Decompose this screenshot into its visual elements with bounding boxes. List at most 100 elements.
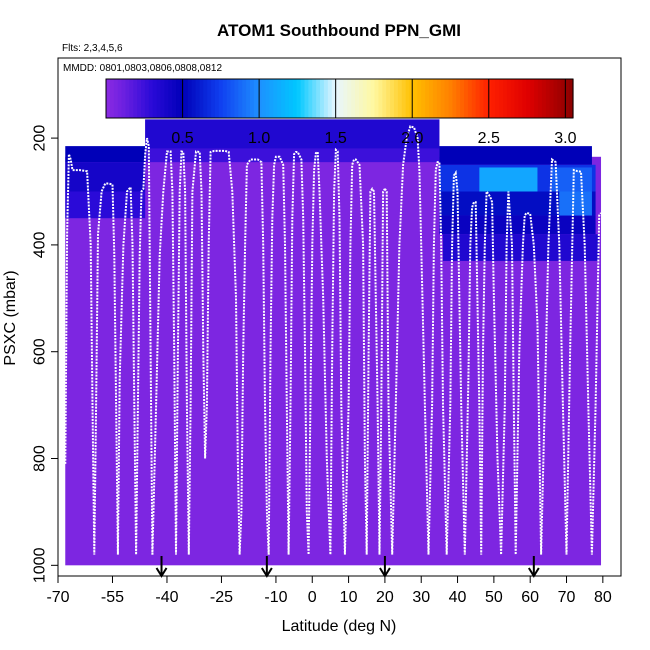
heatmap-cell (559, 191, 592, 216)
colorbar-swatch (366, 79, 372, 118)
heatmap-cell (439, 146, 592, 165)
x-tick-label: -55 (101, 589, 124, 606)
x-tick-label: -25 (210, 589, 233, 606)
colorbar-swatch (172, 79, 177, 118)
colorbar-swatch (386, 79, 391, 118)
x-tick-label: 40 (449, 589, 467, 606)
colorbar-swatch (141, 79, 146, 118)
colorbar-swatch (518, 79, 524, 118)
heatmap-cell (551, 167, 592, 192)
colorbar-swatch (561, 79, 566, 118)
x-tick-label: 70 (558, 589, 576, 606)
colorbar-swatch (207, 79, 212, 118)
colorbar-swatch (530, 79, 535, 118)
colorbar-swatch (467, 79, 473, 118)
colorbar-swatch (211, 79, 216, 118)
heatmap-cell (479, 167, 538, 195)
colorbar-swatch (522, 79, 527, 118)
colorbar-swatch (238, 79, 243, 118)
colorbar-tick-label: 0.5 (171, 130, 193, 147)
colorbar-swatch (117, 79, 123, 118)
colorbar-swatch (273, 79, 278, 118)
colorbar-swatch (300, 79, 306, 118)
heatmap-cell (439, 215, 596, 235)
colorbar-swatch (156, 79, 162, 118)
colorbar-swatch (565, 79, 570, 118)
colorbar-swatch (121, 79, 127, 118)
colorbar-swatch (440, 79, 446, 118)
colorbar-swatch (285, 79, 290, 118)
colorbar-swatch (378, 79, 383, 118)
colorbar: 0.5 1.0 1.5 2.0 2.5 3.0 (105, 78, 577, 147)
colorbar-swatch (320, 79, 325, 118)
colorbar-swatch (339, 79, 344, 118)
colorbar-swatch (308, 79, 313, 118)
colorbar-swatch (526, 79, 531, 118)
colorbar-swatch (133, 79, 138, 118)
colorbar-swatch (187, 79, 193, 118)
colorbar-swatch (281, 79, 286, 118)
colorbar-swatch (479, 79, 485, 118)
colorbar-swatch (487, 79, 492, 118)
x-tick-label: 30 (412, 589, 430, 606)
heatmap-cell (443, 234, 600, 261)
x-tick-label: -40 (155, 589, 178, 606)
x-tick-label: 80 (594, 589, 612, 606)
chart-title: ATOM1 Southbound PPN_GMI (217, 21, 461, 40)
y-axis: 200 400 600 800 1000 (32, 125, 58, 583)
heatmap-layer (65, 119, 602, 566)
colorbar-swatch (444, 79, 450, 118)
colorbar-swatch (499, 79, 504, 118)
colorbar-swatch (464, 79, 469, 118)
colorbar-swatch (397, 79, 403, 118)
colorbar-swatch (257, 79, 263, 118)
colorbar-swatch (230, 79, 236, 118)
colorbar-swatch (203, 79, 208, 118)
colorbar-swatch (413, 79, 418, 118)
dates-label: MMDD: 0801,0803,0806,0808,0812 (63, 63, 222, 74)
colorbar-swatch (327, 79, 333, 118)
colorbar-swatch (343, 79, 348, 118)
flight-track (384, 125, 602, 555)
y-tick-label: 400 (32, 231, 49, 258)
colorbar-swatch (401, 79, 407, 118)
y-tick-label: 1000 (32, 547, 49, 583)
colorbar-swatch (195, 79, 200, 118)
colorbar-tick-label: 1.0 (248, 130, 270, 147)
colorbar-frame (105, 78, 574, 119)
colorbar-swatch (242, 79, 247, 118)
colorbar-swatch (448, 79, 453, 118)
colorbar-swatch (249, 79, 255, 118)
colorbar-swatch (137, 79, 142, 118)
y-tick-label: 800 (32, 445, 49, 472)
colorbar-swatch (335, 79, 341, 118)
colorbar-swatch (323, 79, 329, 118)
heatmap-cell (65, 146, 146, 163)
colorbar-swatch (214, 79, 220, 118)
colorbar-swatch (269, 79, 274, 118)
colorbar-swatch (549, 79, 555, 118)
colorbar-swatch (374, 79, 380, 118)
colorbar-swatch (261, 79, 267, 118)
colorbar-swatch (475, 79, 481, 118)
colorbar-swatch (436, 79, 442, 118)
colorbar-swatch (432, 79, 438, 118)
colorbar-swatch (113, 79, 119, 118)
colorbar-swatch (168, 79, 173, 118)
colorbar-swatch (148, 79, 154, 118)
colorbar-swatch (296, 79, 302, 118)
colorbar-swatch (557, 79, 562, 118)
flight-tracks-layer (64, 125, 602, 555)
colorbar-swatch (106, 79, 111, 118)
colorbar-swatch (553, 79, 559, 118)
colorbar-swatch (222, 79, 228, 118)
y-tick-label: 600 (32, 338, 49, 365)
colorbar-swatch (234, 79, 239, 118)
colorbar-swatch (569, 79, 574, 118)
heatmap-cell (145, 119, 440, 149)
colorbar-swatch (144, 79, 150, 118)
x-tick-label: -10 (264, 589, 287, 606)
colorbar-swatch (331, 79, 337, 118)
colorbar-swatch (421, 79, 426, 118)
